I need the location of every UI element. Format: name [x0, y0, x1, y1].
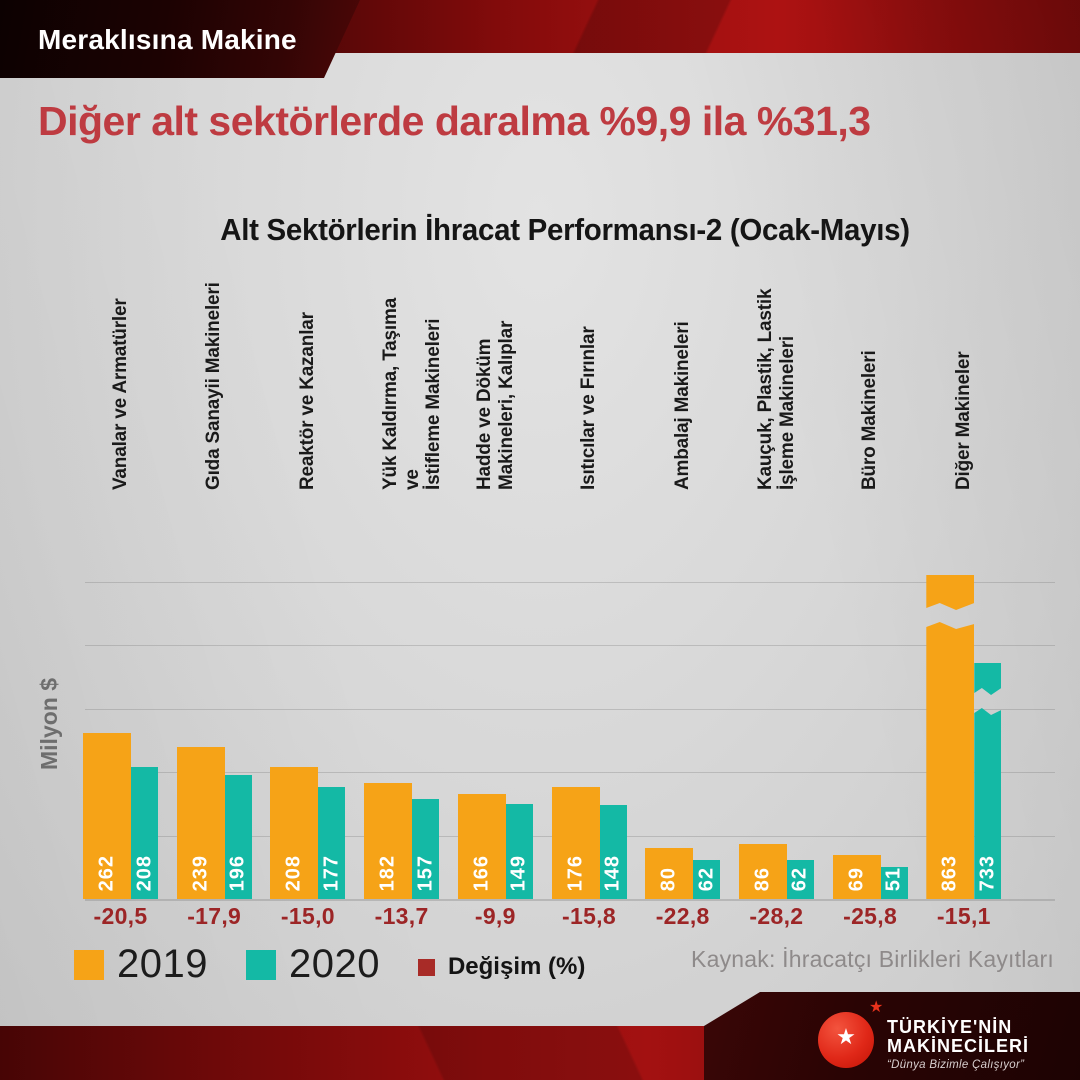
legend-swatch: [417, 959, 435, 976]
bar-value-2020: 196: [226, 854, 249, 891]
bar-value-2019: 208: [282, 854, 305, 891]
bar-value-2019: 182: [376, 854, 399, 891]
bar-value-2020: 148: [601, 854, 624, 891]
small-star-icon: ★: [869, 999, 884, 1016]
bar-value-2020: 177: [320, 854, 343, 891]
source-note: Kaynak: İhracatçı Birlikleri Kayıtları: [691, 946, 1054, 972]
gridline: [85, 581, 1055, 583]
brand-tag: Meraklısına Makine: [38, 24, 297, 55]
bar-segment: 86: [738, 844, 787, 899]
bar-value-2019: 239: [189, 854, 212, 891]
bar-value-2020: 208: [133, 854, 155, 891]
legend-item: 2019: [74, 942, 208, 987]
category-label: Isıtıcılar ve Fırınlar: [578, 326, 600, 490]
bar-segment: 69: [832, 855, 881, 899]
bar-segment: 176: [551, 787, 600, 899]
category-label: Vanalar ve Armatürler: [109, 298, 131, 490]
legend-label: 2019: [117, 942, 208, 986]
category-label: Yük Kaldırma, Taşıma ve İstifleme Makine…: [380, 297, 445, 490]
bar-segment: 239: [176, 747, 225, 899]
gridline: [85, 772, 1055, 773]
bar-value-2019: 176: [564, 854, 586, 891]
change-label: -15,0: [280, 903, 335, 929]
bar-segment: 863: [926, 622, 975, 899]
bar-value-2020: 51: [882, 866, 905, 891]
bar-segment: 182: [364, 783, 413, 899]
bar-segment: 62: [693, 859, 721, 899]
change-label: -25,8: [843, 903, 898, 929]
change-label: -28,2: [749, 903, 804, 929]
brand-tag-block: Meraklısına Makine: [0, 0, 360, 78]
bar-value-2019: 80: [657, 866, 680, 891]
bar-value-2020: 62: [695, 866, 718, 891]
legend: 2019 2020 Değişim (%): [74, 942, 585, 987]
bar-value-2020: 62: [788, 866, 811, 891]
category-label: Ambalaj Makineleri: [671, 321, 693, 490]
chart-title: Alt Sektörlerin İhracat Performansı-2 (O…: [220, 212, 910, 247]
bar-value-2020: 733: [976, 854, 999, 891]
bar-value-2019: 863: [938, 854, 961, 891]
category-label: Hadde ve Döküm Makineleri, Kalıplar: [473, 320, 517, 490]
header-band: Meraklısına Makine: [0, 0, 1080, 53]
logo-title-line1: TÜRKİYE'NİN: [887, 1017, 1013, 1037]
logo-tagline: “Dünya Bizimle Çalışıyor”: [887, 1059, 1025, 1071]
bar-segment: 208: [270, 766, 319, 899]
category-label: Diğer Makineler: [953, 351, 975, 491]
change-label: -20,5: [93, 903, 148, 929]
legend-item: Değişim (%): [417, 949, 586, 981]
bar-segment: 157: [412, 799, 440, 899]
legend-item: 2020: [245, 942, 380, 987]
bar-value-2019: 262: [95, 854, 118, 891]
change-label: -17,9: [187, 903, 242, 929]
bar-segment: 149: [505, 804, 533, 899]
legend-label: Değişim (%): [447, 952, 586, 980]
category-label: Gıda Sanayii Makineleri: [203, 282, 225, 490]
gridline: [85, 645, 1055, 646]
category-label: Kauçuk, Plastik, Lastik İşleme Makineler…: [754, 288, 798, 490]
change-label: -9,9: [474, 903, 516, 929]
bar-segment: [974, 663, 1001, 695]
bar-value-2019: 69: [845, 866, 868, 891]
gridline: [85, 708, 1055, 710]
category-label: Büro Makineleri: [859, 350, 881, 490]
star-icon: ★: [836, 1024, 856, 1049]
logo-text: TÜRKİYE'NİN MAKİNECİLERİ “Dünya Bizimle …: [887, 1017, 1029, 1072]
bar-value-2019: 86: [751, 866, 774, 891]
legend-swatch: [74, 949, 104, 980]
bar-segment: 208: [131, 766, 158, 899]
x-axis-line: [85, 899, 1055, 901]
legend-swatch: [245, 949, 276, 980]
brand-logo: ★ ★ TÜRKİYE'NİN MAKİNECİLERİ “Dünya Bizi…: [704, 992, 1080, 1080]
bar-segment: 51: [880, 866, 908, 899]
bar-value-2019: 166: [470, 854, 493, 891]
bar-segment: 166: [457, 793, 506, 899]
bar-segment: 62: [786, 859, 814, 899]
bar-segment: 196: [224, 774, 252, 899]
change-label: -13,7: [374, 903, 429, 929]
change-label: -22,8: [655, 903, 710, 929]
headline: Diğer alt sektörlerde daralma %9,9 ila %…: [38, 98, 871, 144]
logo-title-line2: MAKİNECİLERİ: [887, 1036, 1029, 1056]
bar-segment: 80: [645, 848, 694, 899]
bar-segment: [926, 575, 974, 610]
bar-segment: 733: [974, 708, 1002, 899]
logo-circle: ★: [818, 1012, 874, 1068]
bar-value-2020: 149: [507, 854, 530, 891]
bar-value-2020: 157: [414, 854, 437, 891]
bar-segment: 262: [83, 732, 131, 899]
bar-segment: 177: [318, 786, 346, 899]
change-label: -15,8: [562, 903, 616, 929]
change-label: -15,1: [936, 903, 991, 929]
legend-label: 2020: [288, 942, 380, 986]
bar-segment: 148: [599, 805, 627, 899]
category-label: Reaktör ve Kazanlar: [297, 312, 319, 490]
